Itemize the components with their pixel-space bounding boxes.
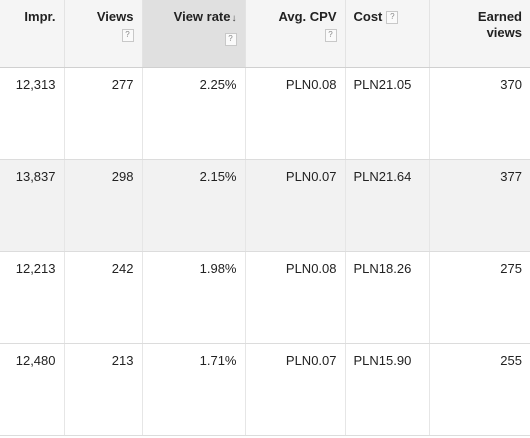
help-icon[interactable]: ? bbox=[224, 33, 237, 47]
cell-view-rate: 2.15% bbox=[142, 159, 246, 252]
cell-avg-cpv: PLN0.08 bbox=[245, 67, 346, 160]
cell-view-rate: 1.71% bbox=[142, 343, 246, 436]
cell-impr: 12,213 bbox=[0, 251, 65, 344]
cell-earned-views: 370 bbox=[429, 67, 530, 160]
sort-descending-icon[interactable]: ↓ bbox=[231, 13, 237, 24]
column-header-view-rate[interactable]: View rate↓ ? bbox=[142, 0, 246, 68]
table-header: Impr. Views ? View rate↓ ? Avg. CPV ? bbox=[0, 0, 530, 68]
table-row: 13,837 298 2.15% PLN0.07 PLN21.64 377 bbox=[0, 159, 530, 252]
cell-earned-views: 377 bbox=[429, 159, 530, 252]
column-header-views[interactable]: Views ? bbox=[64, 0, 143, 68]
cell-earned-views: 275 bbox=[429, 251, 530, 344]
column-header-earned-views[interactable]: Earned views bbox=[429, 0, 530, 68]
column-header-earned-views-label-line2: views bbox=[486, 25, 522, 40]
table-row: 12,313 277 2.25% PLN0.08 PLN21.05 370 bbox=[0, 67, 530, 160]
cell-views: 213 bbox=[64, 343, 143, 436]
table-body: 12,313 277 2.25% PLN0.08 PLN21.05 370 13… bbox=[0, 67, 530, 436]
cell-impr: 12,480 bbox=[0, 343, 65, 436]
cell-earned-views: 255 bbox=[429, 343, 530, 436]
column-header-cost-label: Cost bbox=[353, 9, 383, 24]
cell-avg-cpv: PLN0.07 bbox=[245, 343, 346, 436]
cell-view-rate: 2.25% bbox=[142, 67, 246, 160]
cell-cost: PLN18.26 bbox=[345, 251, 430, 344]
column-header-impr-label: Impr. bbox=[24, 9, 56, 24]
column-header-impr[interactable]: Impr. bbox=[0, 0, 65, 68]
cell-impr: 12,313 bbox=[0, 67, 65, 160]
cell-avg-cpv: PLN0.07 bbox=[245, 159, 346, 252]
cell-cost: PLN21.05 bbox=[345, 67, 430, 160]
cell-views: 242 bbox=[64, 251, 143, 344]
column-header-views-label: Views bbox=[96, 9, 134, 24]
column-header-view-rate-label: View rate bbox=[173, 9, 231, 24]
help-icon[interactable]: ? bbox=[324, 29, 337, 42]
cell-view-rate: 1.98% bbox=[142, 251, 246, 344]
column-header-earned-views-label-line1: Earned bbox=[477, 9, 522, 24]
cell-views: 277 bbox=[64, 67, 143, 160]
column-header-cost[interactable]: Cost? bbox=[345, 0, 430, 68]
cell-cost: PLN21.64 bbox=[345, 159, 430, 252]
column-header-avg-cpv[interactable]: Avg. CPV ? bbox=[245, 0, 346, 68]
help-icon[interactable]: ? bbox=[386, 11, 399, 25]
cell-impr: 13,837 bbox=[0, 159, 65, 252]
table-row: 12,213 242 1.98% PLN0.08 PLN18.26 275 bbox=[0, 251, 530, 344]
table-row: 12,480 213 1.71% PLN0.07 PLN15.90 255 bbox=[0, 343, 530, 436]
cell-avg-cpv: PLN0.08 bbox=[245, 251, 346, 344]
header-row: Impr. Views ? View rate↓ ? Avg. CPV ? bbox=[0, 0, 530, 68]
cell-views: 298 bbox=[64, 159, 143, 252]
cell-cost: PLN15.90 bbox=[345, 343, 430, 436]
column-header-avg-cpv-label: Avg. CPV bbox=[278, 9, 337, 24]
help-icon[interactable]: ? bbox=[121, 29, 134, 42]
